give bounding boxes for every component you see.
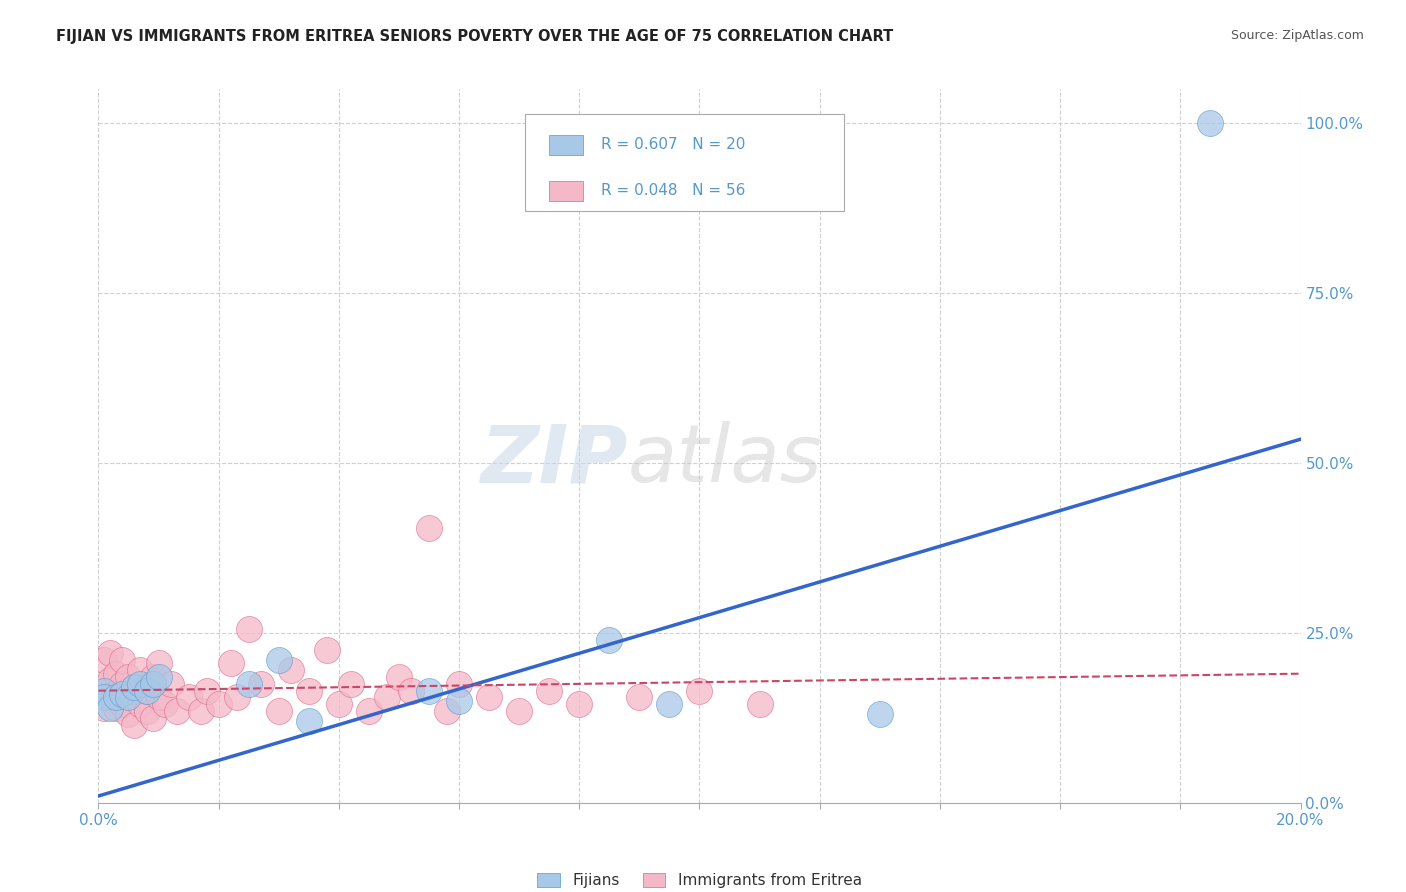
Point <box>447 677 470 691</box>
Point <box>208 698 231 712</box>
Point <box>195 683 218 698</box>
Point <box>141 677 163 691</box>
Point <box>748 698 770 712</box>
Point <box>148 657 170 671</box>
Point <box>117 683 139 698</box>
Point <box>568 698 591 712</box>
Point <box>111 677 134 691</box>
Point <box>148 670 170 684</box>
Point <box>100 690 122 705</box>
Point <box>357 704 380 718</box>
Bar <box>550 180 583 201</box>
Point <box>135 683 157 698</box>
Point <box>238 677 260 691</box>
Point <box>478 690 501 705</box>
Point <box>508 704 530 718</box>
Point <box>117 670 139 684</box>
Point <box>105 690 128 705</box>
Point <box>111 687 134 701</box>
Point <box>93 700 115 714</box>
Point <box>129 677 152 691</box>
Point <box>93 653 115 667</box>
Point <box>141 670 163 684</box>
Point <box>267 653 290 667</box>
Text: FIJIAN VS IMMIGRANTS FROM ERITREA SENIORS POVERTY OVER THE AGE OF 75 CORRELATION: FIJIAN VS IMMIGRANTS FROM ERITREA SENIOR… <box>56 29 893 44</box>
Point <box>689 683 711 698</box>
Point <box>298 714 321 729</box>
Point <box>129 698 152 712</box>
Point <box>124 683 146 698</box>
Point <box>129 663 152 677</box>
Point <box>93 690 115 705</box>
Point <box>447 694 470 708</box>
Text: atlas: atlas <box>627 421 823 500</box>
Point <box>1199 116 1222 130</box>
Point <box>328 698 350 712</box>
Point <box>93 680 115 694</box>
Point <box>141 711 163 725</box>
Point <box>418 683 440 698</box>
Point <box>219 657 242 671</box>
Point <box>166 704 188 718</box>
Point <box>375 690 398 705</box>
Point <box>117 690 139 705</box>
Point <box>177 690 200 705</box>
Point <box>598 632 620 647</box>
Point <box>418 520 440 534</box>
Point <box>340 677 363 691</box>
Point <box>100 646 122 660</box>
Point <box>238 623 260 637</box>
Text: ZIP: ZIP <box>479 421 627 500</box>
Point <box>388 670 411 684</box>
Point <box>105 690 128 705</box>
Point <box>159 677 181 691</box>
Point <box>869 707 891 722</box>
Point <box>267 704 290 718</box>
Point <box>105 700 128 714</box>
Point <box>135 683 157 698</box>
Point <box>111 653 134 667</box>
Point <box>538 683 561 698</box>
Point <box>117 707 139 722</box>
Point <box>100 700 122 714</box>
Point <box>280 663 302 677</box>
Text: R = 0.607   N = 20: R = 0.607 N = 20 <box>600 137 745 153</box>
FancyBboxPatch shape <box>526 114 844 211</box>
Point <box>399 683 422 698</box>
Legend: Fijians, Immigrants from Eritrea: Fijians, Immigrants from Eritrea <box>537 873 862 888</box>
Text: Source: ZipAtlas.com: Source: ZipAtlas.com <box>1230 29 1364 42</box>
Point <box>153 698 176 712</box>
Point <box>315 643 337 657</box>
Point <box>148 690 170 705</box>
Point <box>135 704 157 718</box>
Point <box>628 690 651 705</box>
Point <box>225 690 247 705</box>
Point <box>111 698 134 712</box>
Point <box>124 717 146 731</box>
Point <box>249 677 271 691</box>
Point <box>93 683 115 698</box>
Point <box>436 704 458 718</box>
Point <box>190 704 212 718</box>
Text: R = 0.048   N = 56: R = 0.048 N = 56 <box>600 183 745 198</box>
Point <box>298 683 321 698</box>
Bar <box>550 135 583 155</box>
Point <box>100 673 122 688</box>
Point <box>105 666 128 681</box>
Point <box>124 680 146 694</box>
Point <box>658 698 681 712</box>
